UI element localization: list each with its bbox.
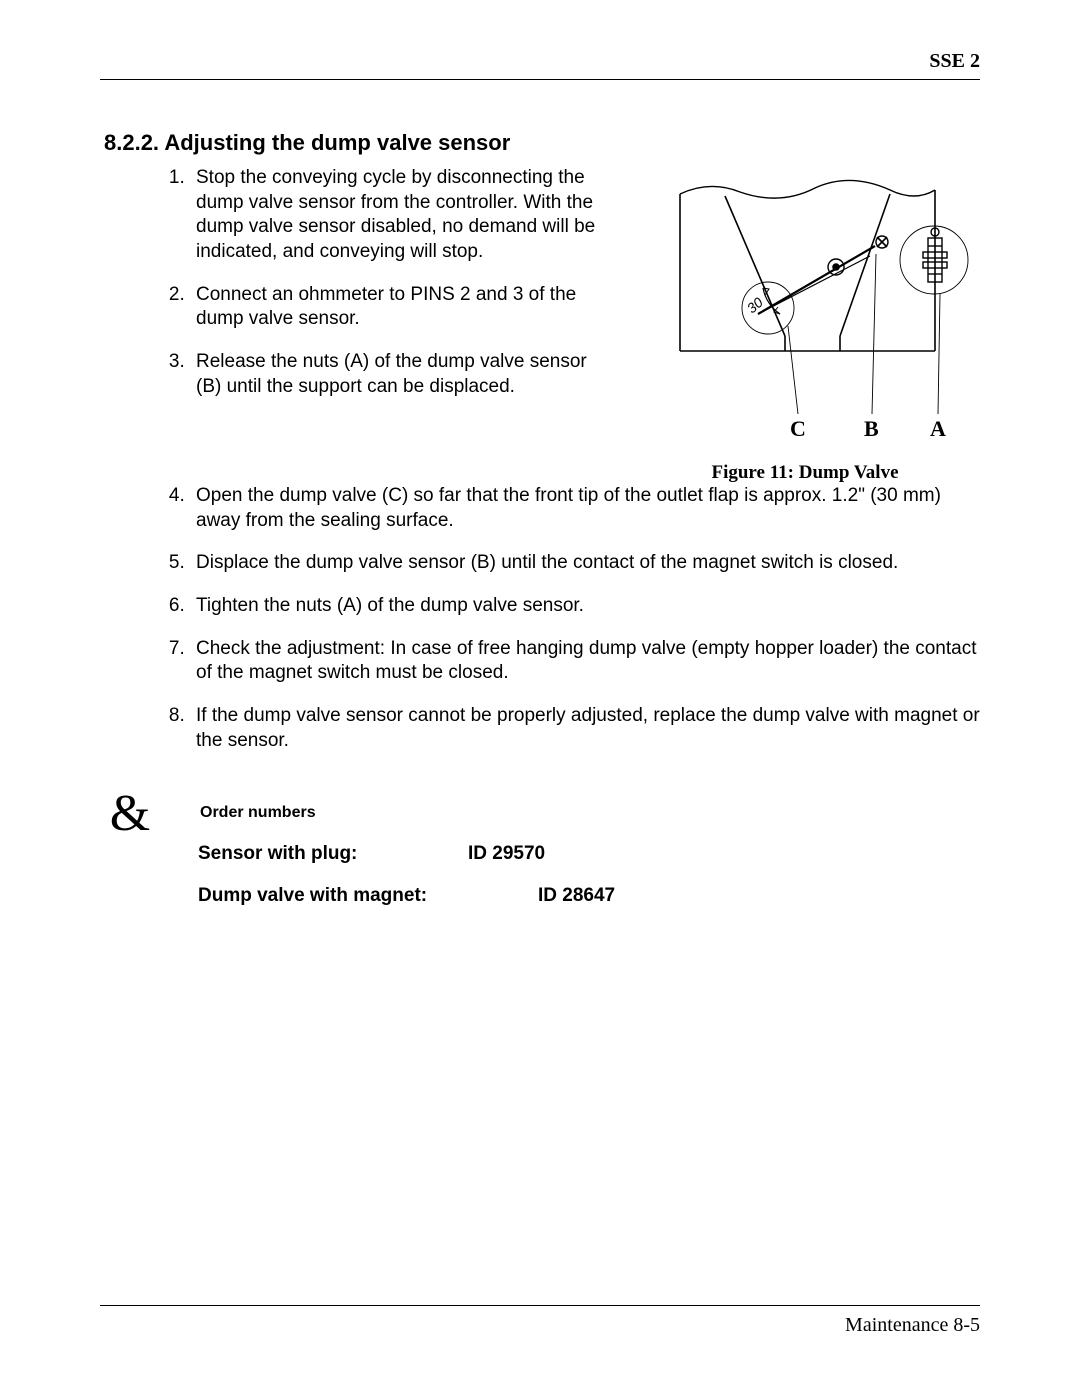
order-label: Dump valve with magnet: (198, 885, 468, 907)
order-label: Sensor with plug: (198, 843, 468, 865)
footer-text: Maintenance 8-5 (845, 1314, 980, 1336)
order-section: Sensor with plug: ID 29570 Dump valve wi… (198, 843, 980, 907)
step-item: Check the adjustment: In case of free ha… (190, 637, 980, 686)
note-icon: & (100, 784, 160, 843)
figure-caption: Figure 11: Dump Valve (711, 462, 898, 484)
figure-column: C B A 30 Figure 11: Dump Valve (630, 166, 980, 484)
order-row: Sensor with plug: ID 29570 (198, 843, 980, 865)
content-row: Stop the conveying cycle by disconnectin… (100, 166, 980, 484)
figure-label-c: C (790, 416, 806, 441)
step-item: Open the dump valve (C) so far that the … (190, 484, 980, 533)
steps-column-narrow: Stop the conveying cycle by disconnectin… (100, 166, 610, 418)
step-item: If the dump valve sensor cannot be prope… (190, 704, 980, 753)
section-heading: Adjusting the dump valve sensor (164, 130, 510, 155)
steps-list-side: Stop the conveying cycle by disconnectin… (100, 166, 610, 400)
step-item: Release the nuts (A) of the dump valve s… (190, 350, 610, 399)
steps-list-full: Open the dump valve (C) so far that the … (100, 484, 980, 754)
section-title: 8.2.2. Adjusting the dump valve sensor (104, 130, 980, 156)
figure-label-b: B (864, 416, 879, 441)
section-number: 8.2.2. (104, 130, 159, 155)
order-row: Dump valve with magnet: ID 28647 (198, 885, 980, 907)
figure-angle-label: 30 (744, 294, 766, 316)
order-id: ID 28647 (538, 885, 615, 907)
step-item: Displace the dump valve sensor (B) until… (190, 551, 980, 576)
figure-label-a: A (930, 416, 946, 441)
doc-code: SSE 2 (929, 50, 980, 72)
dump-valve-diagram: C B A 30 (640, 166, 970, 456)
order-id: ID 29570 (468, 843, 545, 865)
step-item: Tighten the nuts (A) of the dump valve s… (190, 594, 980, 619)
order-numbers-title: Order numbers (200, 804, 316, 822)
step-item: Connect an ohmmeter to PINS 2 and 3 of t… (190, 283, 610, 332)
page-header: SSE 2 (100, 50, 980, 80)
page: SSE 2 8.2.2. Adjusting the dump valve se… (0, 0, 1080, 1397)
page-footer: Maintenance 8-5 (100, 1305, 980, 1337)
note-block: & Order numbers (100, 784, 980, 843)
step-item: Stop the conveying cycle by disconnectin… (190, 166, 610, 265)
